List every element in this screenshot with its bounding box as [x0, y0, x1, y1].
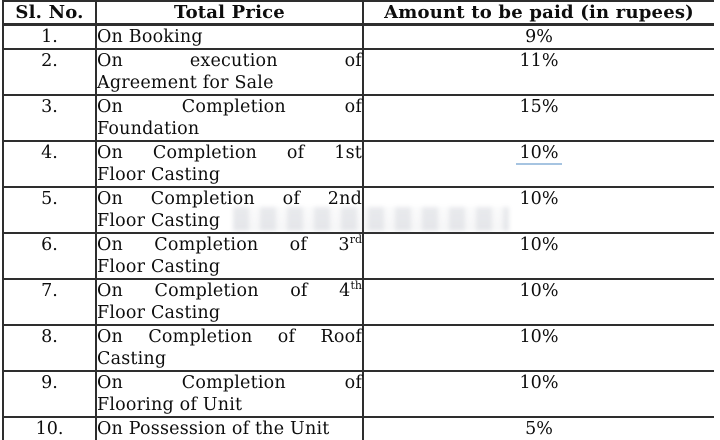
sl-no-cell: 2. [2, 47, 97, 96]
amount-cell: 10% [362, 277, 714, 326]
table-row: 8. On Completion of Roof Casting 10% [2, 323, 714, 372]
table-row: 1. On Booking 9% [2, 23, 714, 50]
milestone-cell: On Completion of 3rd Floor Casting [95, 231, 364, 280]
table-row: 4. On Completion of 1st Floor Casting 10% [2, 139, 714, 188]
sl-no-cell: 8. [2, 323, 97, 372]
amount-cell: 15% [362, 93, 714, 142]
milestone-line: Floor Casting [97, 210, 221, 231]
amount-cell: 10% [362, 323, 714, 372]
milestone-line: On Completion of Roof [97, 326, 362, 347]
sl-no-cell: 6. [2, 231, 97, 280]
milestone-line: Floor Casting [97, 302, 221, 323]
amount-cell: 10% [362, 139, 714, 188]
underlined-amount: 10% [515, 143, 563, 165]
sl-no-cell: 4. [2, 139, 97, 188]
milestone-line: On Completion of 4th [97, 278, 362, 301]
amount-cell: 9% [362, 23, 714, 50]
milestone-line: Foundation [97, 118, 200, 139]
table-row: 3. On Completion of Foundation 15% [2, 93, 714, 142]
table-row: 7. On Completion of 4th Floor Casting 10% [2, 277, 714, 326]
milestone-line: Floor Casting [97, 256, 221, 277]
amount-cell: 10% [362, 231, 714, 280]
sl-no-cell: 5. [2, 185, 97, 234]
milestone-line: On Completion of [97, 96, 362, 117]
sl-no-cell: 7. [2, 277, 97, 326]
milestone-line: Flooring of Unit [97, 394, 243, 415]
milestone-line: On Completion of [97, 372, 362, 393]
table-row: 10. On Possession of the Unit 5% [2, 415, 714, 440]
milestone-cell: On Completion of 4th Floor Casting [95, 277, 364, 326]
sl-no-cell: 10. [2, 415, 97, 440]
milestone-line: On execution of [97, 50, 362, 71]
amount-cell: 10% [362, 185, 714, 234]
ordinal-superscript: rd [349, 232, 362, 246]
table-row: 9. On Completion of Flooring of Unit 10% [2, 369, 714, 418]
milestone-line: On Completion of 2nd [97, 188, 362, 209]
table-row: 5. On Completion of 2nd Floor Casting 10% [2, 185, 714, 234]
milestone-line: On Possession of the Unit [97, 418, 330, 439]
table-row: 2. On execution of Agreement for Sale 11% [2, 47, 714, 96]
amount-cell: 10% [362, 369, 714, 418]
ordinal-superscript: th [350, 278, 362, 292]
sl-no-cell: 9. [2, 369, 97, 418]
sl-no-cell: 1. [2, 23, 97, 50]
milestone-line: On Completion of 3rd [97, 232, 362, 255]
table-header-row: Sl. No. Total Price Amount to be paid (i… [2, 0, 714, 26]
milestone-cell: On Booking [95, 23, 364, 50]
amount-cell: 5% [362, 415, 714, 440]
sl-no-cell: 3. [2, 93, 97, 142]
milestone-cell: On Completion of Foundation [95, 93, 364, 142]
table-row: 6. On Completion of 3rd Floor Casting 10% [2, 231, 714, 280]
col-header-amount: Amount to be paid (in rupees) [362, 0, 714, 26]
milestone-cell: On Completion of 1st Floor Casting [95, 139, 364, 188]
milestone-line: On Booking [97, 26, 203, 47]
col-header-sl-no: Sl. No. [2, 0, 97, 26]
milestone-cell: On Completion of Roof Casting [95, 323, 364, 372]
amount-cell: 11% [362, 47, 714, 96]
milestone-line: On Completion of 1st [97, 142, 362, 163]
milestone-line: Agreement for Sale [97, 72, 274, 93]
milestone-cell: On Completion of Flooring of Unit [95, 369, 364, 418]
milestone-cell: On execution of Agreement for Sale [95, 47, 364, 96]
col-header-total-price: Total Price [95, 0, 364, 26]
milestone-line: Floor Casting [97, 164, 221, 185]
milestone-cell: On Possession of the Unit [95, 415, 364, 440]
milestone-line: Casting [97, 348, 167, 369]
milestone-cell: On Completion of 2nd Floor Casting [95, 185, 364, 234]
